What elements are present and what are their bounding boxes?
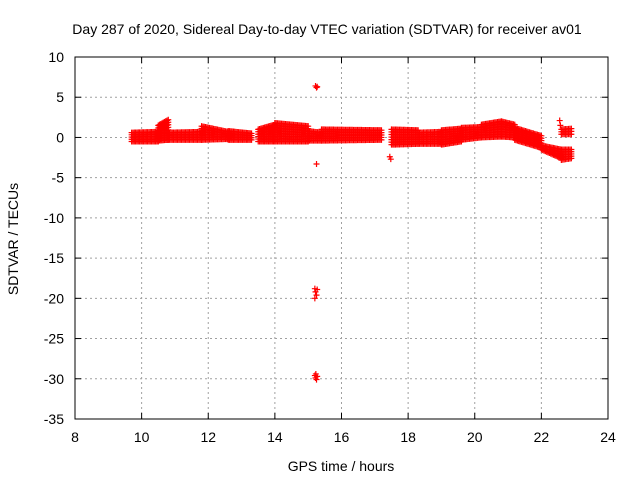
grid [75, 57, 608, 419]
x-tick-label: 24 [600, 429, 616, 445]
y-axis-label: SDTVAR / TECUs [5, 183, 21, 295]
x-tick-label: 18 [400, 429, 416, 445]
y-tick-label: -20 [44, 290, 64, 306]
y-tick-label: -30 [44, 371, 64, 387]
y-tick-label: -10 [44, 210, 64, 226]
data-point [165, 116, 172, 123]
data-points [128, 82, 575, 383]
data-point [313, 376, 320, 383]
y-tick-label: 10 [48, 49, 64, 65]
y-tick-label: -15 [44, 250, 64, 266]
data-point [313, 84, 320, 91]
data-point [387, 156, 394, 163]
data-point [378, 127, 385, 134]
y-tick-label: 0 [56, 129, 64, 145]
data-point [556, 117, 563, 124]
data-point [314, 286, 321, 293]
x-tick-label: 12 [200, 429, 216, 445]
y-tick-label: -35 [44, 411, 64, 427]
x-tick-label: 8 [71, 429, 79, 445]
chart-title: Day 287 of 2020, Sidereal Day-to-day VTE… [72, 21, 582, 37]
x-axis-label: GPS time / hours [288, 458, 395, 474]
axes: 8 10 12 14 16 18 20 22 24 -35 -30 -25 -20 -15 -10 -5 0 5 1… [44, 49, 616, 445]
y-tick-label: 5 [56, 89, 64, 105]
x-tick-label: 16 [334, 429, 350, 445]
data-point [312, 370, 319, 377]
y-tick-label: -5 [52, 170, 65, 186]
data-point [557, 122, 564, 129]
data-point [311, 295, 318, 302]
x-tick-label: 22 [534, 429, 550, 445]
x-tick-label: 20 [467, 429, 483, 445]
x-tick-label: 10 [134, 429, 150, 445]
x-tick-label: 14 [267, 429, 283, 445]
y-tick-label: -25 [44, 331, 64, 347]
data-point [248, 130, 255, 137]
data-point [314, 83, 321, 90]
data-point [538, 132, 545, 139]
data-point [313, 160, 320, 167]
data-point [568, 146, 575, 153]
data-point [313, 292, 320, 299]
data-point [568, 125, 575, 132]
